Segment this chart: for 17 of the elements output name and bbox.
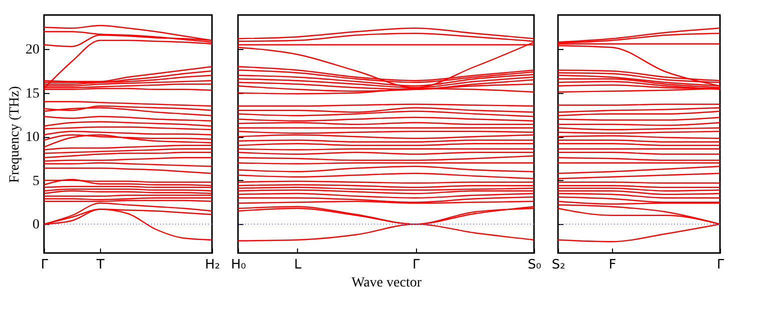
y-tick-label: 0 <box>32 218 40 233</box>
y-tick-label: 10 <box>26 130 40 146</box>
x-tick-label: H₂ <box>205 258 220 272</box>
x-tick-label: L <box>294 258 302 272</box>
x-tick-label: Γ <box>40 258 49 272</box>
x-tick-label: S₂ <box>552 258 566 272</box>
x-axis-title: Wave vector <box>352 276 422 290</box>
y-tick-label: 5 <box>32 174 40 189</box>
x-tick-label: F <box>608 258 616 272</box>
x-tick-label: S₀ <box>528 258 542 272</box>
x-tick-label: H₀ <box>231 258 246 272</box>
y-tick-label: 15 <box>26 86 40 102</box>
y-axis-title: Frequency (THz) <box>8 86 22 183</box>
x-tick-label: T <box>96 258 105 272</box>
x-tick-label: Γ <box>716 258 725 272</box>
x-tick-label: Γ <box>412 258 420 272</box>
y-tick-label: 20 <box>26 42 40 58</box>
